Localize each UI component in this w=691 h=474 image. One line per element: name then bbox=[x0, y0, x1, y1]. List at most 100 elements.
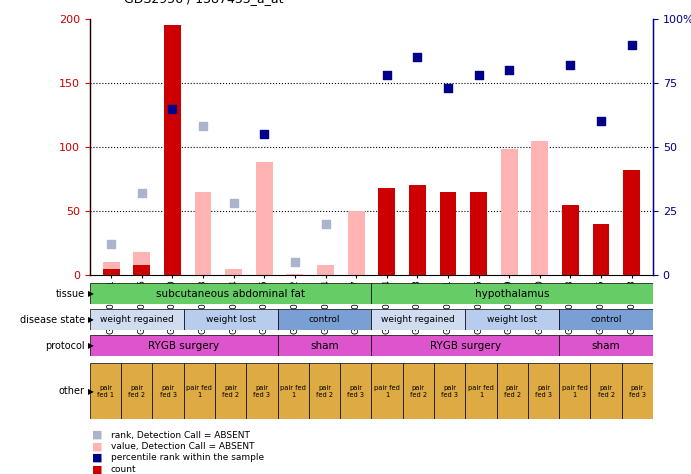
Point bbox=[473, 72, 484, 79]
Text: pair
fed 3: pair fed 3 bbox=[629, 384, 646, 398]
Point bbox=[228, 200, 239, 207]
Bar bbox=[246, 363, 278, 419]
Text: ■: ■ bbox=[91, 430, 102, 440]
Bar bbox=[371, 335, 559, 356]
Text: weight lost: weight lost bbox=[487, 315, 537, 324]
Bar bbox=[559, 363, 590, 419]
Text: ▶: ▶ bbox=[88, 289, 95, 298]
Bar bbox=[403, 363, 434, 419]
Point bbox=[258, 130, 269, 138]
Text: RYGB surgery: RYGB surgery bbox=[148, 341, 219, 351]
Bar bbox=[371, 309, 465, 330]
Text: count: count bbox=[111, 465, 136, 474]
Bar bbox=[559, 309, 653, 330]
Bar bbox=[434, 363, 465, 419]
Bar bbox=[184, 363, 215, 419]
Bar bbox=[465, 309, 559, 330]
Point bbox=[412, 54, 423, 61]
Text: pair fed
1: pair fed 1 bbox=[562, 384, 588, 398]
Text: pair
fed 3: pair fed 3 bbox=[441, 384, 458, 398]
Bar bbox=[164, 26, 181, 275]
Text: weight regained: weight regained bbox=[381, 315, 455, 324]
Bar bbox=[278, 309, 371, 330]
Text: pair
fed 3: pair fed 3 bbox=[254, 384, 270, 398]
Bar bbox=[590, 363, 622, 419]
Bar bbox=[622, 363, 653, 419]
Bar bbox=[465, 363, 497, 419]
Bar bbox=[133, 252, 150, 275]
Bar bbox=[371, 363, 403, 419]
Text: RYGB surgery: RYGB surgery bbox=[430, 341, 501, 351]
Text: sham: sham bbox=[591, 341, 621, 351]
Text: pair fed
1: pair fed 1 bbox=[374, 384, 400, 398]
Text: ■: ■ bbox=[91, 453, 102, 463]
Bar bbox=[287, 273, 303, 275]
Text: rank, Detection Call = ABSENT: rank, Detection Call = ABSENT bbox=[111, 431, 249, 439]
Bar bbox=[470, 192, 487, 275]
Bar bbox=[90, 309, 184, 330]
Text: pair fed
1: pair fed 1 bbox=[281, 384, 306, 398]
Bar bbox=[501, 149, 518, 275]
Bar bbox=[121, 363, 153, 419]
Text: value, Detection Call = ABSENT: value, Detection Call = ABSENT bbox=[111, 442, 254, 451]
Bar bbox=[317, 264, 334, 275]
Bar bbox=[559, 335, 653, 356]
Text: pair
fed 2: pair fed 2 bbox=[129, 384, 145, 398]
Text: ▶: ▶ bbox=[88, 315, 95, 324]
Point bbox=[320, 220, 331, 228]
Bar bbox=[184, 309, 278, 330]
Text: pair
fed 2: pair fed 2 bbox=[222, 384, 239, 398]
Point bbox=[504, 66, 515, 74]
Bar bbox=[90, 335, 278, 356]
Bar bbox=[531, 141, 548, 275]
Text: hypothalamus: hypothalamus bbox=[475, 289, 549, 299]
Bar bbox=[278, 335, 371, 356]
Text: sham: sham bbox=[310, 341, 339, 351]
Text: protocol: protocol bbox=[46, 341, 85, 351]
Bar bbox=[623, 170, 640, 275]
Text: weight regained: weight regained bbox=[100, 315, 173, 324]
Point bbox=[442, 84, 453, 92]
Bar bbox=[562, 205, 579, 275]
Point bbox=[106, 240, 117, 248]
Bar bbox=[371, 283, 653, 304]
Bar bbox=[439, 192, 456, 275]
Text: pair
fed 3: pair fed 3 bbox=[535, 384, 552, 398]
Text: pair fed
1: pair fed 1 bbox=[187, 384, 212, 398]
Text: pair
fed 2: pair fed 2 bbox=[504, 384, 521, 398]
Bar bbox=[103, 262, 120, 275]
Bar bbox=[195, 192, 211, 275]
Point bbox=[626, 41, 637, 48]
Bar bbox=[340, 363, 371, 419]
Text: pair
fed 1: pair fed 1 bbox=[97, 384, 114, 398]
Text: GDS2956 / 1387433_a_at: GDS2956 / 1387433_a_at bbox=[124, 0, 284, 5]
Bar bbox=[225, 269, 242, 275]
Bar bbox=[256, 162, 273, 275]
Bar bbox=[133, 264, 150, 275]
Bar bbox=[528, 363, 559, 419]
Text: pair
fed 2: pair fed 2 bbox=[316, 384, 333, 398]
Bar bbox=[409, 185, 426, 275]
Text: pair
fed 3: pair fed 3 bbox=[348, 384, 364, 398]
Text: pair fed
1: pair fed 1 bbox=[468, 384, 494, 398]
Text: subcutaneous abdominal fat: subcutaneous abdominal fat bbox=[156, 289, 305, 299]
Bar bbox=[497, 363, 528, 419]
Bar bbox=[153, 363, 184, 419]
Bar bbox=[90, 363, 121, 419]
Point bbox=[198, 123, 209, 130]
Text: other: other bbox=[59, 386, 85, 396]
Point bbox=[565, 61, 576, 69]
Bar bbox=[90, 283, 371, 304]
Bar bbox=[593, 224, 609, 275]
Point bbox=[381, 72, 392, 79]
Text: percentile rank within the sample: percentile rank within the sample bbox=[111, 454, 264, 462]
Text: ■: ■ bbox=[91, 441, 102, 452]
Text: pair
fed 2: pair fed 2 bbox=[410, 384, 427, 398]
Text: control: control bbox=[590, 315, 622, 324]
Point bbox=[290, 258, 301, 266]
Text: tissue: tissue bbox=[56, 289, 85, 299]
Bar bbox=[348, 211, 365, 275]
Bar bbox=[215, 363, 246, 419]
Text: ▶: ▶ bbox=[88, 387, 95, 395]
Bar bbox=[309, 363, 340, 419]
